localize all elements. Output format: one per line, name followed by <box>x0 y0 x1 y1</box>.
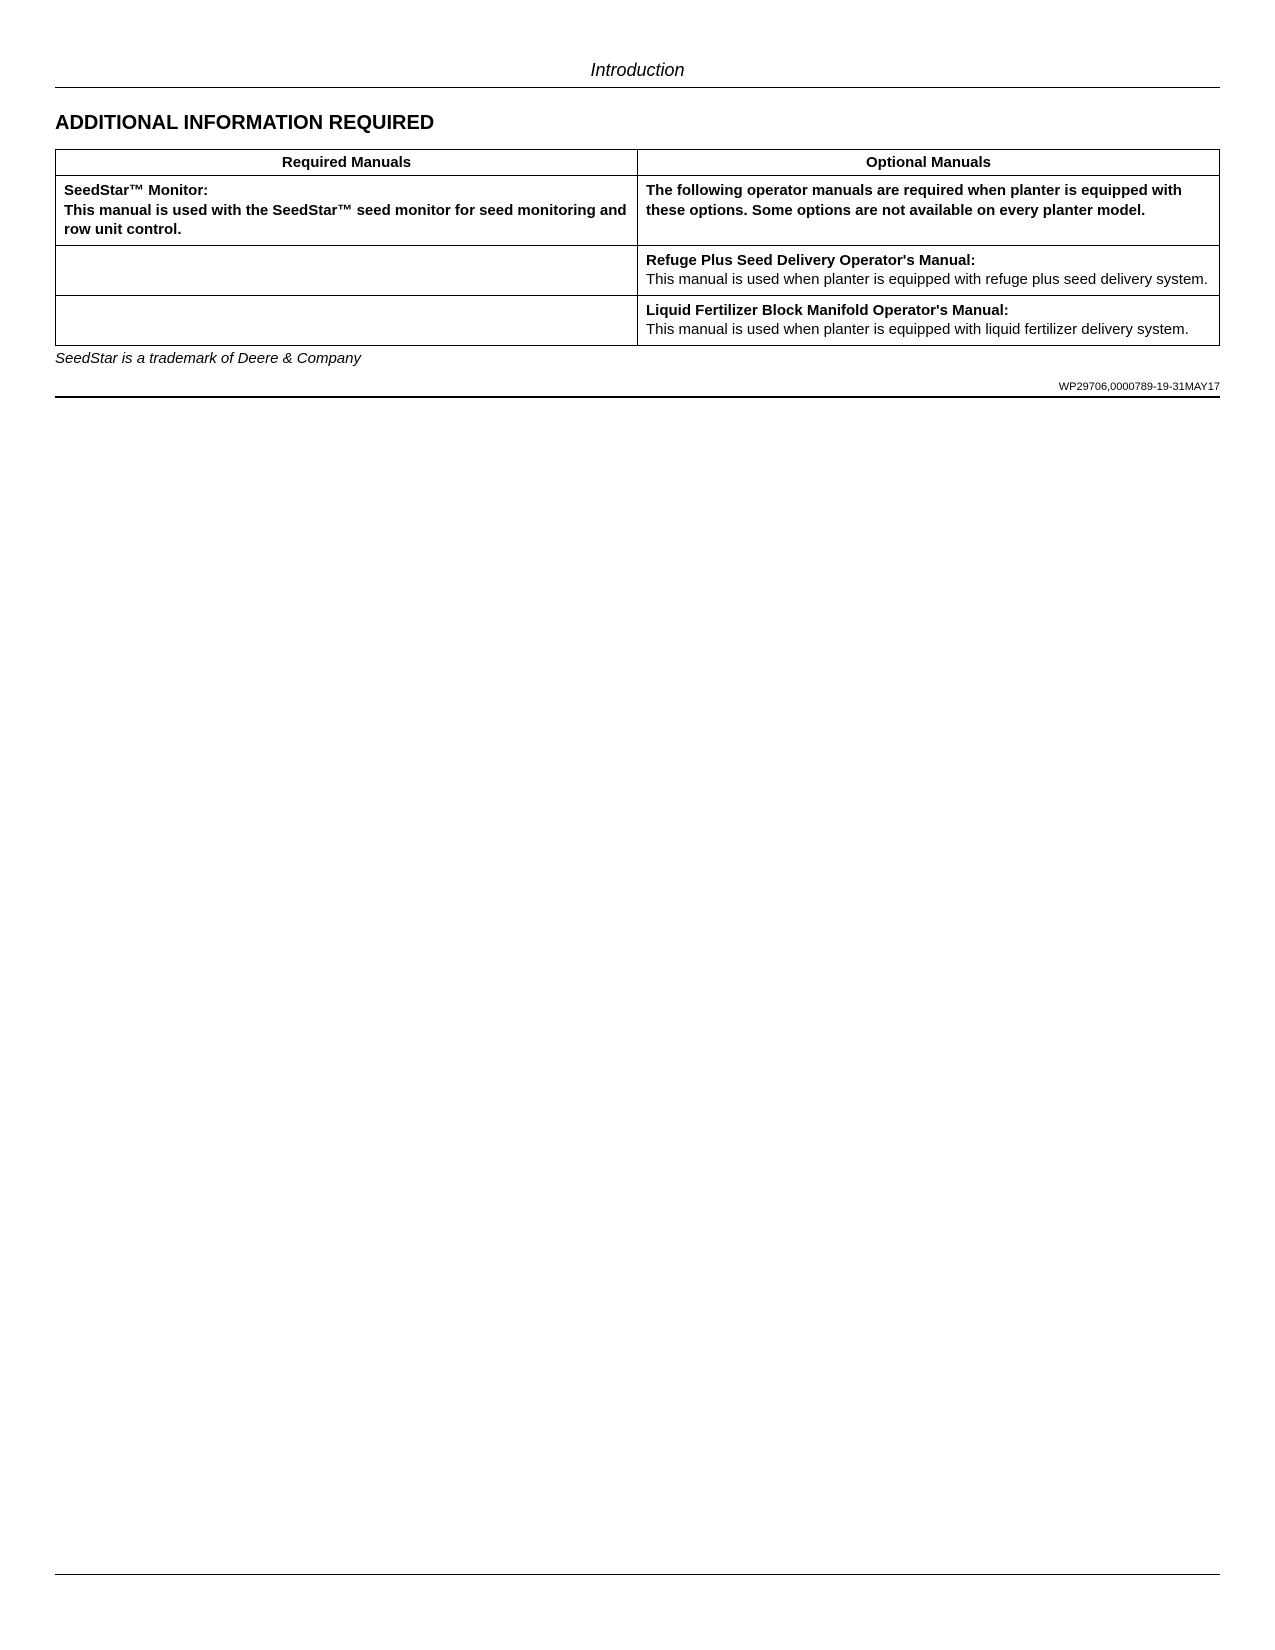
cell-required <box>56 295 638 345</box>
cell-required <box>56 245 638 295</box>
trademark-footnote: SeedStar is a trademark of Deere & Compa… <box>55 350 1220 367</box>
page-footer-rule <box>55 1574 1220 1575</box>
table-row: Liquid Fertilizer Block Manifold Operato… <box>56 295 1220 345</box>
cell-title: SeedStar™ Monitor: <box>64 182 208 199</box>
cell-optional: Refuge Plus Seed Delivery Operator's Man… <box>638 245 1220 295</box>
cell-optional: The following operator manuals are requi… <box>638 176 1220 246</box>
column-header-optional: Optional Manuals <box>638 150 1220 176</box>
cell-optional: Liquid Fertilizer Block Manifold Operato… <box>638 295 1220 345</box>
section-title: ADDITIONAL INFORMATION REQUIRED <box>55 112 1220 135</box>
document-code: WP29706,0000789-19-31MAY17 <box>55 381 1220 398</box>
column-header-required: Required Manuals <box>56 150 638 176</box>
table-header-row: Required Manuals Optional Manuals <box>56 150 1220 176</box>
cell-title: Refuge Plus Seed Delivery Operator's Man… <box>646 252 976 269</box>
table-row: Refuge Plus Seed Delivery Operator's Man… <box>56 245 1220 295</box>
manuals-table: Required Manuals Optional Manuals SeedSt… <box>55 149 1220 346</box>
cell-desc: This manual is used when planter is equi… <box>646 271 1208 288</box>
page-header: Introduction <box>55 60 1220 88</box>
page-header-title: Introduction <box>590 60 684 80</box>
cell-desc: This manual is used when planter is equi… <box>646 321 1189 338</box>
cell-required: SeedStar™ Monitor: This manual is used w… <box>56 176 638 246</box>
table-row: SeedStar™ Monitor: This manual is used w… <box>56 176 1220 246</box>
cell-desc: The following operator manuals are requi… <box>646 182 1182 219</box>
cell-desc: This manual is used with the SeedStar™ s… <box>64 202 627 239</box>
cell-title: Liquid Fertilizer Block Manifold Operato… <box>646 302 1009 319</box>
